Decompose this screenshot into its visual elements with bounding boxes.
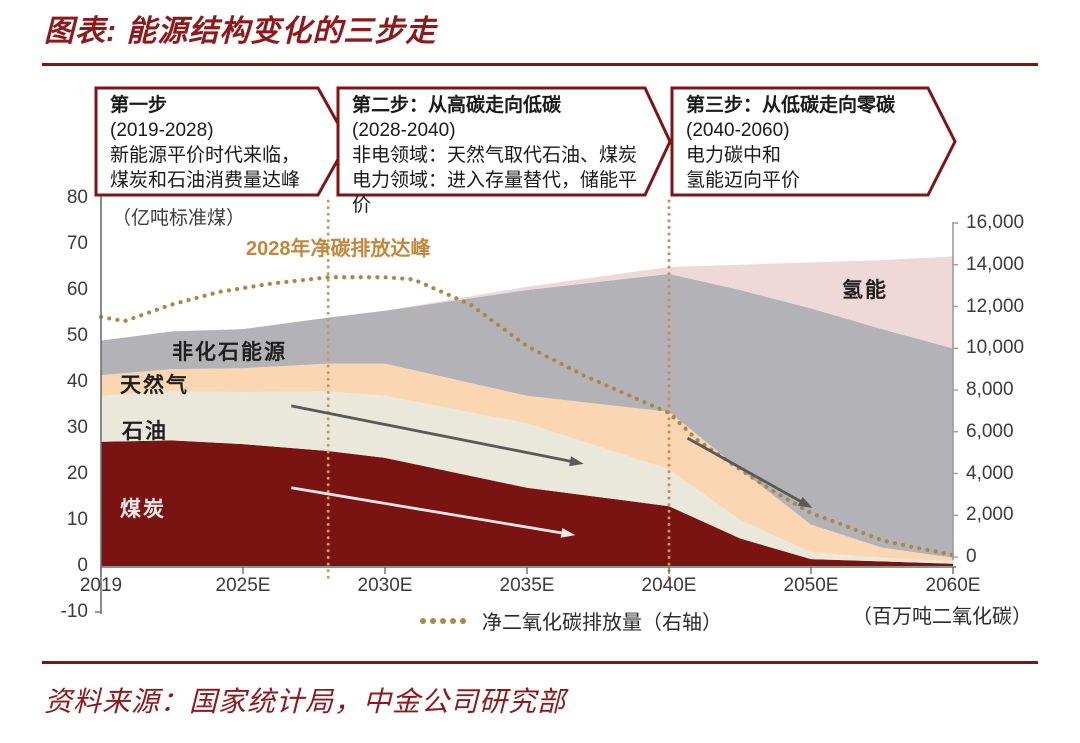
- step-period: (2028-2040): [352, 120, 456, 141]
- footer-divider: [42, 661, 1038, 664]
- step-title: 第三步：从低碳走向零碳: [686, 95, 896, 116]
- right-axis-tick-label: 16,000: [966, 212, 1025, 233]
- right-axis-tick-label: 0: [966, 546, 977, 567]
- x-axis-tick-label: 2060E: [925, 575, 981, 596]
- step-period: (2019-2028): [110, 120, 214, 141]
- trend-arrow-head: [569, 456, 584, 467]
- left-axis-tick-label: 50: [66, 325, 88, 346]
- step-box-shape-2: [336, 86, 672, 197]
- left-axis-tick-label: 0: [77, 555, 88, 576]
- trend-arrow-shaft: [291, 486, 567, 536]
- title-divider: [42, 63, 1038, 66]
- left-axis-unit: （亿吨标准煤）: [112, 208, 246, 229]
- area-label-coal: 煤炭: [120, 498, 166, 521]
- right-axis-tick-label: 10,000: [966, 337, 1025, 359]
- left-axis-tick-label: 30: [66, 417, 88, 438]
- left-axis-tick-label: 20: [66, 463, 88, 484]
- right-axis-unit: （百万吨二氧化碳）: [852, 606, 1032, 628]
- area-label-oil: 石油: [122, 420, 168, 443]
- area-non-fossil: [101, 273, 953, 558]
- x-axis-tick-label: 2030E: [357, 575, 413, 596]
- trend-arrow-head: [797, 496, 813, 509]
- right-axis-tick-label: 8,000: [966, 379, 1014, 400]
- step-title: 第二步：从高碳走向低碳: [352, 95, 562, 116]
- area-hydrogen: [101, 256, 953, 349]
- legend-co2: 净二氧化碳排放量（右轴）: [420, 606, 722, 635]
- area-label-gas: 天然气: [120, 374, 189, 397]
- step-line: 煤炭和石油消费量达峰: [110, 170, 301, 191]
- figure-title: 图表: 能源结构变化的三步走: [44, 15, 437, 48]
- step-line: 氢能迈向平价: [686, 170, 801, 191]
- legend-label: 净二氧化碳排放量（右轴）: [482, 612, 722, 634]
- right-axis-tick-label: 12,000: [966, 295, 1025, 317]
- step-box-shape-1: [94, 86, 350, 197]
- left-axis-tick-label: 70: [66, 233, 88, 254]
- x-axis-tick-label: 2025E: [215, 575, 271, 596]
- step-box-shape-3: [670, 86, 957, 197]
- co2-dotted-line: [98, 275, 956, 558]
- area-coal: [101, 440, 953, 566]
- area-gas: [101, 363, 953, 562]
- area-label-non-fossil: 非化石能源: [172, 341, 287, 364]
- x-axis-tick-label: 2040E: [641, 575, 697, 596]
- peak-annotation: 2028年净碳排放达峰: [246, 238, 431, 260]
- step-line: 电力领域：进入存量替代，储能平价: [352, 170, 638, 216]
- left-axis-tick-label: 40: [66, 371, 88, 392]
- x-axis-tick-label: 2035E: [499, 575, 555, 596]
- trend-arrow-shaft: [686, 436, 806, 505]
- x-axis-tick-label: 2019: [79, 575, 123, 596]
- right-axis-tick-label: 4,000: [966, 462, 1014, 484]
- left-axis-tick-label: 80: [66, 187, 88, 208]
- right-axis-tick-label: 14,000: [966, 253, 1025, 275]
- step-line: 非电领域：天然气取代石油、煤炭: [352, 145, 638, 166]
- x-axis-tick-label: 2050E: [783, 575, 839, 596]
- area-label-hydrogen: 氢能: [842, 279, 888, 302]
- dotted-line-icon: [420, 617, 470, 624]
- step-period: (2040-2060): [686, 120, 790, 141]
- right-axis-tick-label: 6,000: [966, 420, 1014, 442]
- area-oil: [101, 391, 953, 564]
- step-line: 电力碳中和: [686, 145, 782, 166]
- left-axis-tick-label: 60: [66, 279, 88, 300]
- step-box-2: 第二步：从高碳走向低碳 (2028-2040) 非电领域：天然气取代石油、煤炭 …: [352, 93, 644, 218]
- step-box-1: 第一步 (2019-2028) 新能源平价时代来临， 煤炭和石油消费量达峰: [110, 93, 310, 193]
- trend-arrow-shaft: [291, 404, 576, 464]
- right-axis-tick-label: 2,000: [966, 504, 1014, 526]
- left-axis-tick-label: 10: [66, 509, 88, 530]
- left-axis-tick-label: -10: [60, 601, 88, 622]
- step-title: 第一步: [110, 95, 168, 116]
- step-line: 新能源平价时代来临，: [110, 145, 301, 166]
- source-note: 资料来源：国家统计局，中金公司研究部: [44, 686, 567, 717]
- trend-arrow-head: [560, 527, 576, 538]
- step-box-3: 第三步：从低碳走向零碳 (2040-2060) 电力碳中和 氢能迈向平价: [686, 93, 930, 193]
